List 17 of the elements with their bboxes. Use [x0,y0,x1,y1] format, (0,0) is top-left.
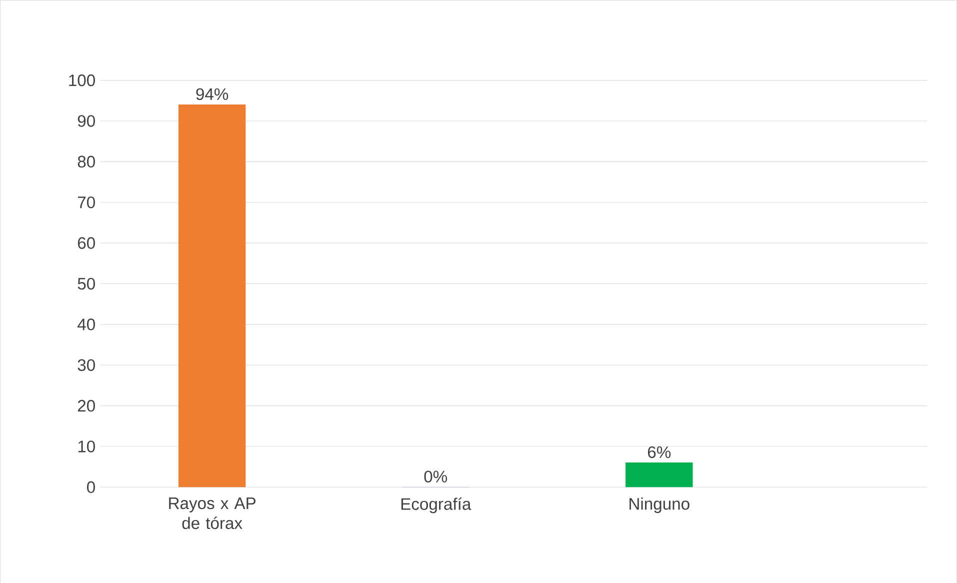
y-tick-label: 90 [78,114,95,127]
data-label: 0% [424,470,448,482]
y-tick-label: 20 [78,400,95,412]
y-tick-label: 70 [78,196,95,208]
y-tick-label: 80 [78,156,95,168]
x-tick-label: Ecografía [401,497,472,513]
y-tick-label: 10 [78,440,95,452]
x-tick-label: Rayos x AP de tórax [169,497,256,529]
y-tick-label: 40 [78,318,95,330]
data-label: 6% [648,446,671,458]
y-tick-label: 60 [78,236,95,249]
y-tick-label: 100 [69,74,95,86]
y-tick-label: 50 [78,278,95,290]
data-label: 94% [196,88,228,100]
y-tick-label: 30 [78,359,95,371]
x-tick-label: Ninguno [630,497,690,513]
y-tick-label: 0 [87,481,95,493]
